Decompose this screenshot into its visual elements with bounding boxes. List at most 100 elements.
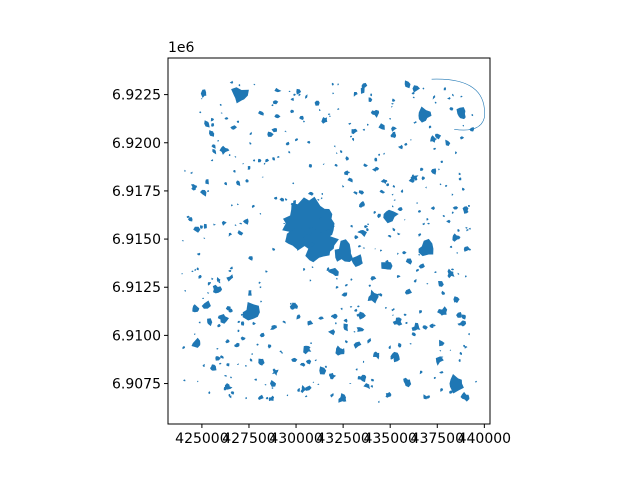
lake-polygon: [219, 103, 222, 106]
lake-polygon: [228, 154, 231, 156]
lake-polygon: [225, 306, 231, 311]
lake-polygon: [386, 183, 390, 187]
lake-polygon: [202, 297, 204, 299]
lake-polygon: [410, 139, 412, 141]
lake-polygon: [415, 268, 419, 272]
lake-polygon: [354, 235, 359, 240]
y-tick-label: 6.9075: [112, 377, 161, 393]
lake-polygon: [279, 197, 285, 202]
lake-polygon: [468, 205, 470, 207]
lake-polygon: [374, 157, 378, 162]
lake-polygon: [418, 253, 420, 256]
lake-polygon: [195, 227, 197, 230]
lake-polygon: [224, 117, 229, 120]
lake-polygon: [236, 99, 240, 102]
lake-polygon: [283, 223, 286, 225]
lake-polygon: [253, 83, 256, 86]
lake-polygon: [456, 252, 459, 254]
lake-polygon: [203, 223, 207, 229]
lake-polygon: [219, 362, 222, 365]
lake-polygon: [333, 145, 336, 148]
lake-polygon: [332, 92, 334, 95]
lake-polygon: [233, 170, 236, 173]
lake-polygon: [274, 114, 281, 119]
lake-polygon: [353, 341, 362, 349]
lake-polygon: [351, 128, 358, 135]
lake-polygon: [338, 393, 347, 403]
lake-polygon: [383, 152, 385, 155]
lake-polygon: [445, 139, 451, 146]
lake-polygon: [351, 254, 363, 267]
lake-polygon: [202, 363, 205, 367]
lake-polygon: [267, 344, 272, 349]
lake-polygon: [242, 302, 260, 321]
lake-polygon: [336, 277, 338, 280]
lake-polygon: [203, 237, 206, 239]
lake-polygon: [367, 289, 379, 304]
lake-polygon: [248, 290, 252, 296]
lake-polygon: [286, 394, 289, 397]
lake-polygon: [447, 97, 451, 100]
lake-polygon: [357, 376, 362, 380]
lake-polygon: [453, 296, 460, 303]
lake-polygon: [258, 110, 264, 116]
lake-polygon: [458, 359, 461, 362]
lake-polygon: [343, 318, 348, 323]
lake-polygon: [194, 268, 196, 271]
lake-polygon: [207, 292, 210, 294]
lake-polygon: [294, 138, 299, 142]
lake-polygon: [328, 115, 331, 117]
lake-polygon: [291, 357, 298, 362]
lake-polygon: [289, 302, 298, 310]
lake-polygon: [378, 123, 385, 130]
lake-polygon: [258, 358, 265, 366]
lake-polygon: [423, 394, 428, 400]
lake-polygon: [358, 231, 360, 233]
lake-polygon: [199, 111, 202, 114]
lake-polygon: [299, 115, 304, 120]
lake-polygon: [260, 300, 263, 303]
lake-polygon: [265, 158, 270, 163]
lake-polygon: [400, 189, 404, 193]
lake-polygon: [204, 120, 210, 128]
lake-polygon: [453, 236, 458, 239]
lake-polygon: [265, 270, 268, 273]
lake-polygon: [464, 275, 467, 278]
lake-polygon: [307, 191, 314, 196]
lake-polygon: [439, 339, 445, 347]
lake-polygon: [441, 356, 444, 358]
lake-polygon: [285, 198, 288, 201]
lake-polygon: [381, 261, 393, 270]
lake-polygon: [259, 213, 262, 215]
lake-polygon: [462, 124, 464, 127]
lake-polygon: [200, 89, 207, 98]
lake-polygon: [398, 144, 403, 150]
lake-polygon: [264, 384, 267, 386]
lake-polygon: [290, 202, 294, 206]
lake-polygon: [461, 314, 466, 320]
lake-polygon: [355, 368, 358, 371]
lake-polygon: [322, 163, 325, 165]
lake-polygon: [362, 247, 365, 249]
lake-polygon: [347, 171, 350, 174]
lake-polygon: [263, 162, 266, 165]
lake-polygon: [316, 199, 320, 201]
lake-polygon: [193, 226, 201, 233]
lake-polygon: [331, 315, 333, 318]
lake-polygon: [419, 370, 423, 375]
lake-polygon: [465, 226, 468, 229]
lake-polygon: [334, 239, 354, 262]
lake-polygon: [211, 277, 214, 280]
lake-polygon: [245, 179, 249, 183]
x-tick-label: 430000: [269, 431, 322, 447]
x-tick-label: 437500: [411, 431, 464, 447]
lake-polygon: [461, 187, 465, 191]
lake-polygon: [219, 355, 224, 359]
lake-polygon: [459, 136, 465, 140]
lake-polygon: [392, 98, 396, 102]
lake-polygon: [328, 267, 339, 276]
lake-polygon: [228, 269, 232, 272]
lake-polygon: [342, 184, 345, 188]
lake-polygon: [236, 120, 240, 123]
lake-polygon: [196, 252, 201, 256]
